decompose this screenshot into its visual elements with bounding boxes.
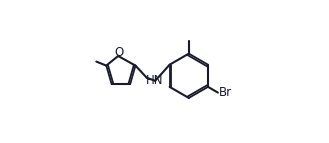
Text: HN: HN	[146, 74, 163, 87]
Text: Br: Br	[219, 86, 232, 99]
Text: O: O	[114, 46, 123, 59]
